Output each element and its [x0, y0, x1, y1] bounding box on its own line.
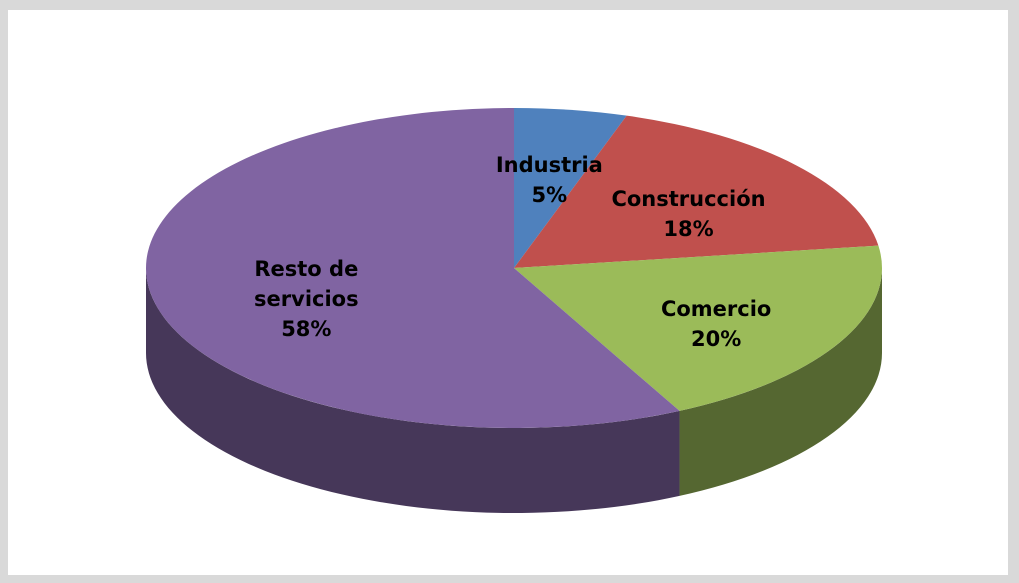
pie-side — [146, 268, 680, 514]
data-label: Comercio 20% — [661, 294, 771, 354]
slice-percent: 5% — [531, 182, 568, 207]
slice-name: Industria — [495, 152, 603, 177]
slice-name: Construcción — [611, 187, 766, 212]
pie-side — [679, 268, 882, 496]
data-label: Industria 5% — [496, 150, 603, 210]
pie-slice — [514, 108, 627, 268]
pie-slice — [514, 115, 879, 268]
data-label: Resto de servicios 58% — [241, 254, 371, 344]
slice-name: Resto de servicios — [254, 257, 359, 312]
data-label: Construcción 18% — [611, 184, 765, 244]
slice-name: Comercio — [660, 296, 772, 321]
slice-percent: 58% — [281, 317, 332, 342]
pie-slice — [146, 108, 680, 428]
pie-slice — [514, 245, 882, 411]
slice-percent: 20% — [691, 326, 742, 351]
slice-percent: 18% — [663, 217, 714, 242]
